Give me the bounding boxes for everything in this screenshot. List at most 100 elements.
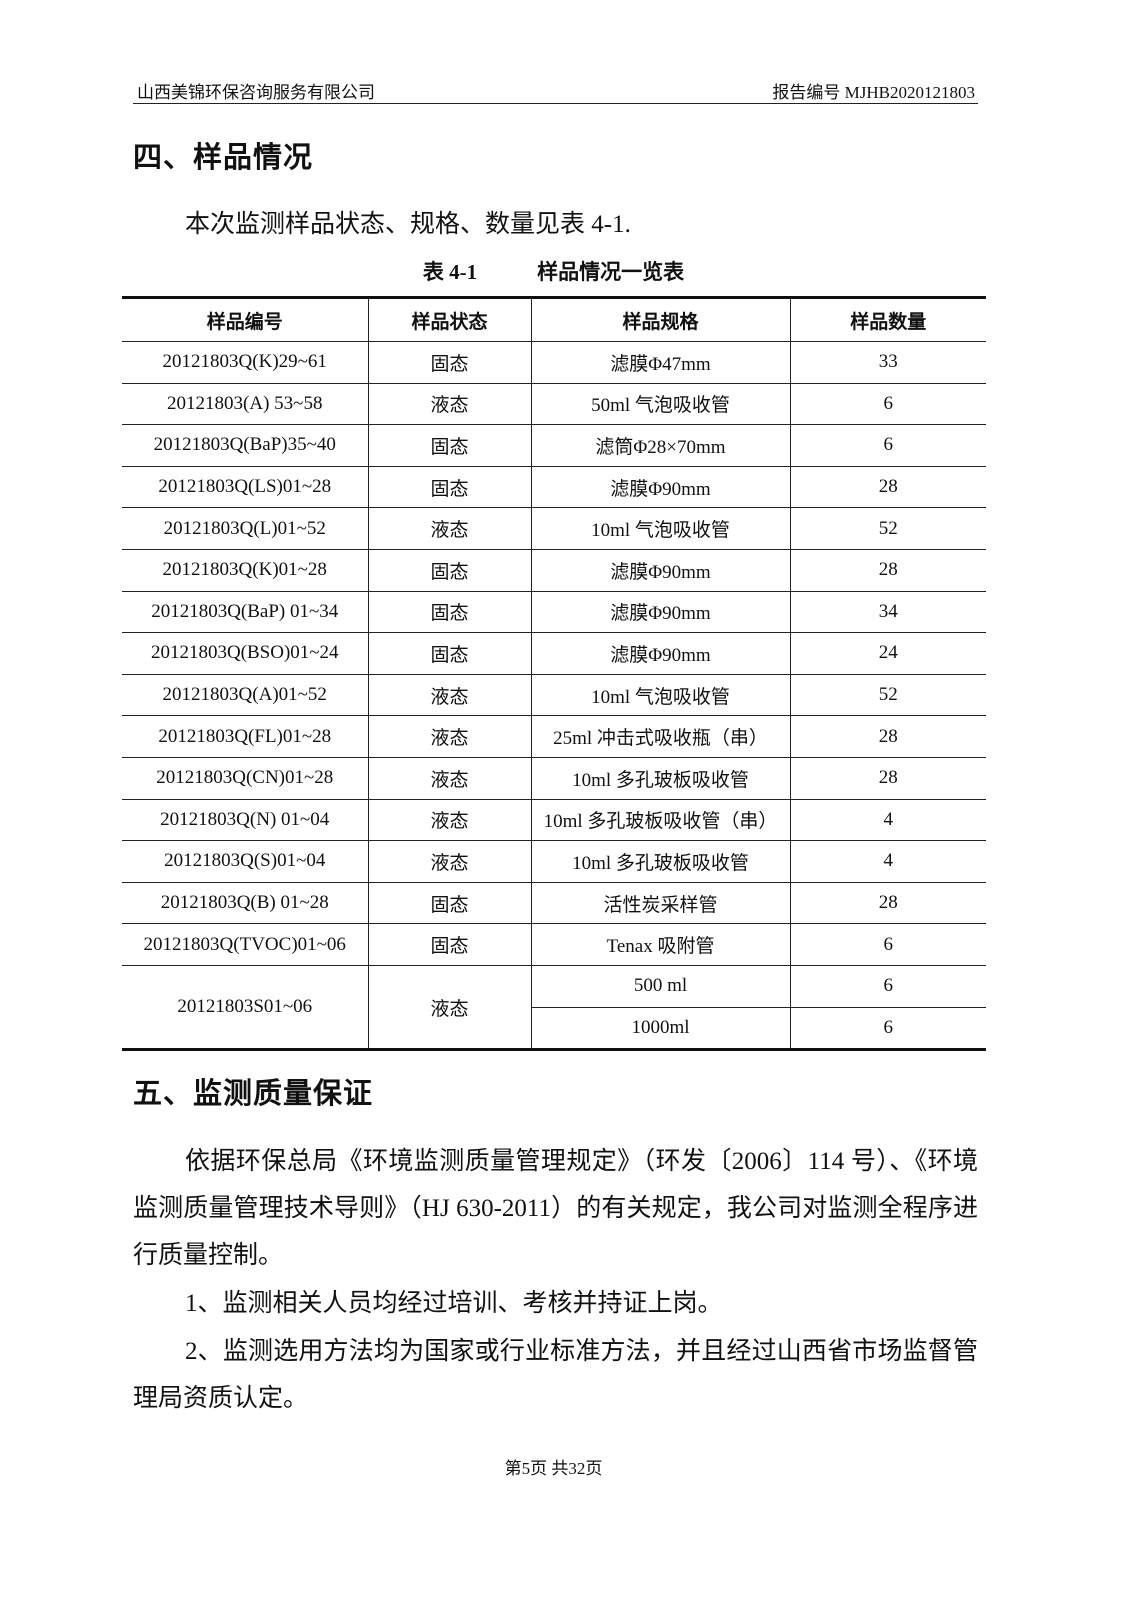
row: 20121803Q(BSO)01~24 固态 滤膜Φ90mm 24	[122, 632, 986, 675]
cell: 20121803Q(TVOC)01~06	[122, 923, 369, 966]
cell: 24	[789, 632, 986, 675]
cell: 1000ml	[531, 1006, 791, 1051]
header-rule	[133, 103, 978, 104]
row: 20121803(A) 53~58 液态 50ml 气泡吸收管 6	[122, 382, 986, 426]
caption-no: 表 4-1	[422, 260, 478, 284]
row: 20121803S01~06 液态 500 ml 6	[122, 964, 986, 1051]
cell: 20121803Q(S)01~04	[122, 840, 369, 883]
cell: 滤膜Φ90mm	[530, 548, 791, 592]
cell: 20121803Q(BaP)35~40	[122, 424, 369, 467]
header-cell: 样品规格	[530, 297, 791, 342]
paragraph: 1、监测相关人员均经过培训、考核并持证上岗。	[185, 1290, 723, 1317]
cell: 28	[789, 548, 986, 592]
paragraph: 依据环保总局《环境监测质量管理规定》（环发〔2006〕114 号）、《环境监测质…	[133, 1148, 978, 1269]
row: 20121803Q(TVOC)01~06 固态 Tenax 吸附管 6	[122, 923, 986, 966]
cell: 滤筒Φ28×70mm	[530, 424, 791, 467]
cell: 固态	[367, 424, 532, 467]
cell: 6	[789, 382, 986, 426]
cell: 液态	[367, 756, 532, 800]
cell: 50ml 气泡吸收管	[530, 382, 791, 426]
cell: 10ml 气泡吸收管	[530, 507, 791, 550]
intro: 本次监测样品状态、规格、数量见表 4-1.	[185, 211, 631, 238]
report-no: 报告编号 MJHB2020121803	[772, 83, 975, 102]
header-cell: 样品数量	[789, 297, 986, 342]
cell: 28	[789, 881, 986, 925]
cell: 液态	[367, 507, 532, 550]
cell: 33	[789, 341, 986, 384]
row: 1000ml 6	[122, 1006, 986, 1051]
cell: 10ml 气泡吸收管	[530, 673, 791, 717]
cell: 10ml 多孔玻板吸收管（串）	[530, 798, 791, 842]
cell: 活性炭采样管	[530, 881, 791, 925]
cell: 20121803Q(N) 01~04	[122, 798, 369, 842]
sample-table: 样品编号 样品状态 样品规格 样品数量 20121803Q(K)29~61 固态 滤膜Φ47…	[122, 296, 986, 1052]
cell: 固态	[367, 341, 532, 384]
cell: 6	[789, 923, 986, 966]
cell: 滤膜Φ47mm	[530, 341, 791, 384]
cell: 34	[789, 590, 986, 634]
row: 20121803Q(A)01~52 液态 10ml 气泡吸收管 52	[122, 673, 986, 717]
cell: 20121803Q(LS)01~28	[122, 465, 369, 509]
cell: 20121803Q(BSO)01~24	[122, 632, 369, 675]
cell: 液态	[367, 964, 532, 1051]
cell: 28	[789, 756, 986, 800]
cell: 固态	[367, 923, 532, 966]
cell: 固态	[367, 465, 532, 509]
cell: 液态	[367, 798, 532, 842]
cell: 20121803Q(A)01~52	[122, 673, 369, 717]
section-title: 四、样品情况	[133, 142, 314, 174]
row: 20121803Q(K)01~28 固态 滤膜Φ90mm 28	[122, 548, 986, 592]
paragraph: 2、监测选用方法均为国家或行业标准方法，并且经过山西省市场监督管理局资质认定。	[133, 1338, 978, 1412]
row: 20121803Q(FL)01~28 液态 25ml 冲击式吸收瓶（串） 28	[122, 715, 986, 758]
row: 20121803Q(CN)01~28 液态 10ml 多孔玻板吸收管 28	[122, 756, 986, 800]
cell: 滤膜Φ90mm	[530, 590, 791, 634]
cell: 20121803Q(K)29~61	[122, 341, 369, 384]
cell: 20121803Q(BaP) 01~34	[122, 590, 369, 634]
row: 20121803Q(S)01~04 液态 10ml 多孔玻板吸收管 4	[122, 840, 986, 883]
caption: 表 4-1 样品情况一览表	[0, 256, 1107, 286]
cell: 25ml 冲击式吸收瓶（串）	[530, 715, 791, 758]
cell: 4	[789, 798, 986, 842]
caption-text: 样品情况一览表	[537, 260, 685, 284]
footer: 第5页 共32页	[504, 1459, 603, 1478]
header-row: 样品编号 样品状态 样品规格 样品数量	[122, 297, 986, 342]
cell: 28	[789, 715, 986, 758]
cell: 6	[789, 424, 986, 467]
company: 山西美锦环保咨询服务有限公司	[137, 83, 375, 102]
cell: 20121803Q(L)01~52	[122, 507, 369, 550]
row: 20121803Q(L)01~52 液态 10ml 气泡吸收管 52	[122, 507, 986, 550]
cell: 固态	[367, 548, 532, 592]
cell: 20121803(A) 53~58	[122, 382, 369, 426]
cell: 28	[789, 465, 986, 509]
cell: 固态	[367, 632, 532, 675]
cell: 液态	[367, 673, 532, 717]
cell: 液态	[367, 840, 532, 883]
cell: 6	[789, 964, 986, 1008]
cell: 6	[789, 1006, 986, 1051]
section-title: 五、监测质量保证	[133, 1078, 374, 1110]
cell: 10ml 多孔玻板吸收管	[530, 756, 791, 800]
row: 20121803Q(BaP)35~40 固态 滤筒Φ28×70mm 6	[122, 424, 986, 467]
cell: Tenax 吸附管	[530, 923, 791, 966]
header-cell: 样品编号	[122, 297, 369, 342]
row: 20121803Q(BaP) 01~34 固态 滤膜Φ90mm 34	[122, 590, 986, 634]
cell: 4	[789, 840, 986, 883]
row: 20121803Q(LS)01~28 固态 滤膜Φ90mm 28	[122, 465, 986, 509]
cell: 20121803Q(FL)01~28	[122, 715, 369, 758]
cell: 20121803Q(B) 01~28	[122, 881, 369, 925]
cell: 液态	[367, 382, 532, 426]
cell: 52	[789, 507, 986, 550]
cell: 52	[789, 673, 986, 717]
cell: 滤膜Φ90mm	[530, 465, 791, 509]
cell: 20121803Q(K)01~28	[122, 548, 369, 592]
cell: 10ml 多孔玻板吸收管	[530, 840, 791, 883]
row: 20121803Q(B) 01~28 固态 活性炭采样管 28	[122, 881, 986, 925]
cell: 液态	[367, 715, 532, 758]
row: 20121803Q(K)29~61 固态 滤膜Φ47mm 33	[122, 341, 986, 384]
cell: 20121803Q(CN)01~28	[122, 756, 369, 800]
cell: 滤膜Φ90mm	[530, 632, 791, 675]
cell: 20121803S01~06	[122, 964, 369, 1051]
row: 20121803Q(N) 01~04 液态 10ml 多孔玻板吸收管（串） 4	[122, 798, 986, 842]
cell: 固态	[367, 590, 532, 634]
